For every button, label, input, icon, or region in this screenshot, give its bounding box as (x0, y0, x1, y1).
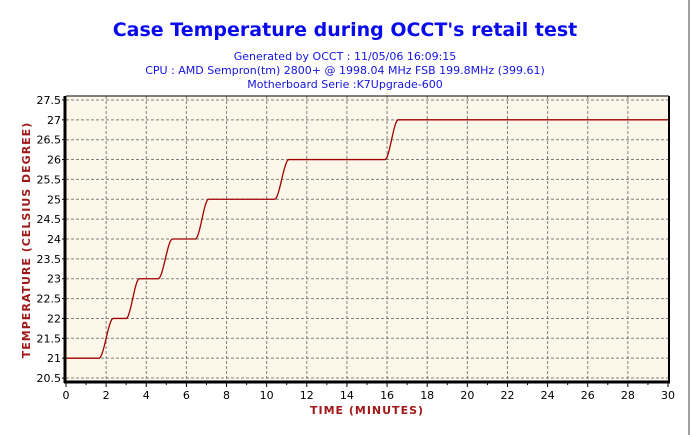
y-tick-label: 26.5 (37, 134, 62, 147)
y-tick-label: 24.5 (37, 213, 62, 226)
x-tick-label: 22 (500, 389, 514, 402)
y-tick-label: 24 (47, 233, 61, 246)
x-tick-label: 24 (541, 389, 555, 402)
x-tick-label: 0 (63, 389, 70, 402)
y-tick-label: 26 (47, 154, 61, 167)
y-tick-label: 21.5 (37, 332, 62, 345)
y-axis-label: TEMPERATURE (CELSIUS DEGREE) (20, 122, 33, 358)
subtitle-cpu: CPU : AMD Sempron(tm) 2800+ @ 1998.04 MH… (145, 64, 545, 77)
x-axis-label: TIME (MINUTES) (310, 404, 424, 417)
y-tick-label: 22.5 (37, 293, 62, 306)
chart-title: Case Temperature during OCCT's retail te… (112, 19, 578, 41)
series-line (66, 119, 668, 359)
y-tick-label: 22 (47, 312, 61, 325)
x-tick-label: 20 (460, 389, 474, 402)
x-tick-label: 18 (420, 389, 434, 402)
x-tick-label: 30 (661, 389, 675, 402)
subtitle-generated: Generated by OCCT : 11/05/06 16:09:15 (233, 50, 457, 63)
x-tick-label: 8 (223, 389, 230, 402)
y-tick-label: 25 (47, 193, 61, 206)
x-tick-label: 16 (380, 389, 394, 402)
y-tick-label: 27.5 (37, 94, 62, 107)
y-tick-label: 23.5 (37, 253, 62, 266)
y-tick-label: 20.5 (37, 372, 62, 385)
y-tick-label: 25.5 (37, 173, 62, 186)
subtitle-motherboard: Motherboard Serie :K7Upgrade-600 (247, 78, 443, 91)
x-tick-label: 6 (183, 389, 190, 402)
x-tick-label: 26 (581, 389, 595, 402)
x-tick-label: 4 (143, 389, 150, 402)
x-tick-label: 14 (340, 389, 354, 402)
x-tick-label: 2 (103, 389, 110, 402)
y-tick-label: 21 (47, 352, 61, 365)
x-tick-label: 12 (300, 389, 314, 402)
x-tick-label: 10 (260, 389, 274, 402)
y-tick-label: 23 (47, 273, 61, 286)
x-tick-label: 28 (621, 389, 635, 402)
y-tick-label: 27 (47, 114, 61, 127)
